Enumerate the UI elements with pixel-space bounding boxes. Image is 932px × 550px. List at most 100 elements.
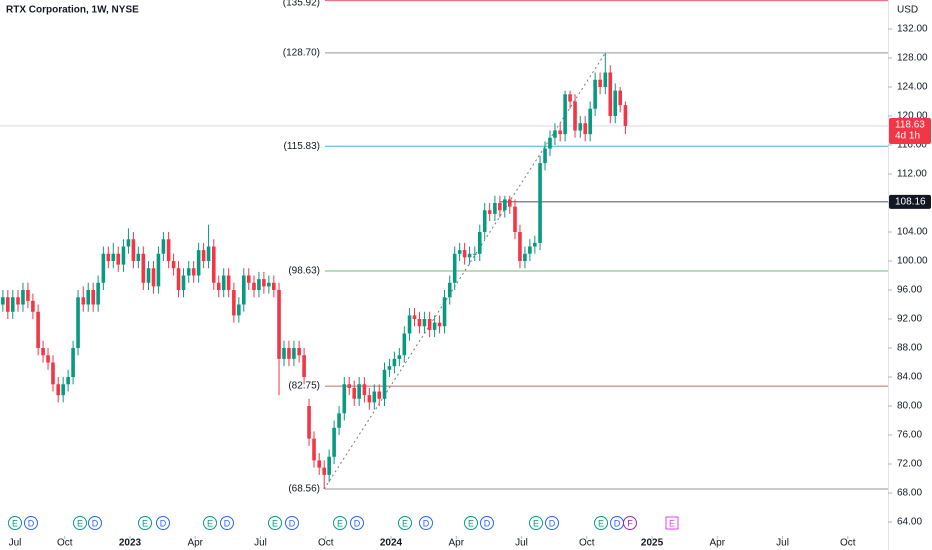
- y-tick-label: 88.00: [897, 343, 922, 354]
- candle-body: [473, 253, 477, 255]
- y-tick-label: 104.00: [897, 227, 928, 238]
- candle-body: [452, 253, 457, 283]
- event-marker: [480, 516, 494, 530]
- candle-body: [377, 391, 382, 399]
- candle-body: [191, 268, 196, 276]
- event-label: D: [614, 518, 621, 528]
- candle-body: [1, 297, 5, 305]
- candle-body: [121, 246, 126, 265]
- x-tick-label: Oct: [57, 538, 73, 549]
- candle-body: [101, 253, 106, 283]
- event-label: D: [354, 518, 361, 528]
- candle-body: [196, 250, 201, 276]
- candle-body: [322, 467, 326, 475]
- candle-body: [61, 384, 65, 396]
- candle-body: [553, 130, 557, 138]
- candle-body: [407, 315, 412, 334]
- event-marker: [545, 516, 559, 530]
- candle-body: [66, 377, 70, 385]
- candle-body: [618, 90, 622, 106]
- candle-body: [16, 297, 20, 305]
- event-marker: [88, 516, 102, 530]
- candle-body: [287, 348, 291, 359]
- y-tick-label: 92.00: [897, 314, 922, 325]
- candle-body: [412, 315, 417, 320]
- last-price-label: 118.63: [895, 120, 925, 131]
- candle-body: [357, 384, 361, 399]
- x-tick-label: Jul: [515, 538, 528, 549]
- candle-body: [503, 199, 507, 211]
- candle-body: [573, 101, 577, 131]
- candle-body: [216, 282, 221, 291]
- candle-body: [41, 348, 45, 356]
- event-marker: [138, 516, 152, 530]
- candle-body: [6, 297, 10, 312]
- candle-body: [241, 275, 246, 305]
- x-tick-label: Jul: [9, 538, 22, 549]
- candle-body: [362, 384, 367, 396]
- candle-body: [337, 413, 341, 428]
- candle-body: [543, 148, 547, 164]
- y-tick-label: 120.00: [897, 111, 928, 122]
- y-tick-label: 132.00: [897, 24, 928, 35]
- event-marker: [529, 516, 543, 530]
- candle-body: [146, 268, 151, 283]
- x-tick-label: Jul: [776, 538, 789, 549]
- candle-body: [206, 246, 211, 262]
- event-marker: [73, 516, 87, 530]
- candle-body: [302, 355, 306, 378]
- candle-body: [593, 79, 597, 109]
- candle-body: [126, 239, 131, 247]
- candle-body: [493, 203, 497, 214]
- event-label: D: [484, 518, 491, 528]
- candle-body: [352, 387, 357, 399]
- candle-body: [382, 369, 387, 399]
- price-line-label: 108.16: [895, 196, 926, 207]
- candle-body: [372, 391, 377, 403]
- candle-body: [226, 275, 231, 291]
- x-tick-label: 2023: [119, 538, 142, 549]
- candle-body: [422, 319, 427, 327]
- candle-body: [211, 246, 216, 283]
- countdown-label: 4d 1h: [895, 131, 920, 142]
- candle-body: [437, 322, 442, 327]
- candle-body: [262, 279, 266, 287]
- candle-body: [96, 282, 100, 305]
- event-marker: [203, 516, 217, 530]
- candle-body: [161, 239, 166, 254]
- candle-body: [558, 130, 562, 135]
- event-label: E: [669, 518, 675, 528]
- candle-body: [538, 163, 542, 243]
- candle-body: [131, 239, 136, 262]
- candle-body: [277, 290, 281, 359]
- level-label: (82.75): [288, 381, 320, 392]
- candle-body: [51, 362, 55, 385]
- candle-body: [237, 304, 241, 316]
- event-label: E: [468, 518, 474, 528]
- candle-body: [367, 395, 372, 403]
- event-marker: [8, 516, 22, 530]
- event-label: D: [28, 518, 35, 528]
- candle-body: [588, 108, 592, 135]
- level-label: (135.92): [283, 0, 320, 9]
- event-label: E: [207, 518, 213, 528]
- event-label: E: [142, 518, 148, 528]
- candle-body: [608, 72, 613, 117]
- candle-body: [447, 282, 452, 298]
- candle-body: [417, 319, 422, 327]
- event-marker: [594, 516, 608, 530]
- event-label: D: [224, 518, 231, 528]
- y-tick-label: 84.00: [897, 372, 922, 383]
- candle-body: [442, 297, 447, 327]
- candle-body: [427, 319, 432, 330]
- candle-body: [246, 275, 251, 283]
- candle-body: [342, 384, 347, 414]
- event-label: E: [12, 518, 18, 528]
- candle-body: [397, 355, 402, 359]
- y-tick-label: 68.00: [897, 488, 922, 499]
- event-label: E: [533, 518, 539, 528]
- x-tick-label: Oct: [579, 538, 595, 549]
- currency-label: USD: [897, 5, 918, 16]
- candle-body: [166, 239, 171, 262]
- candle-body: [151, 268, 156, 287]
